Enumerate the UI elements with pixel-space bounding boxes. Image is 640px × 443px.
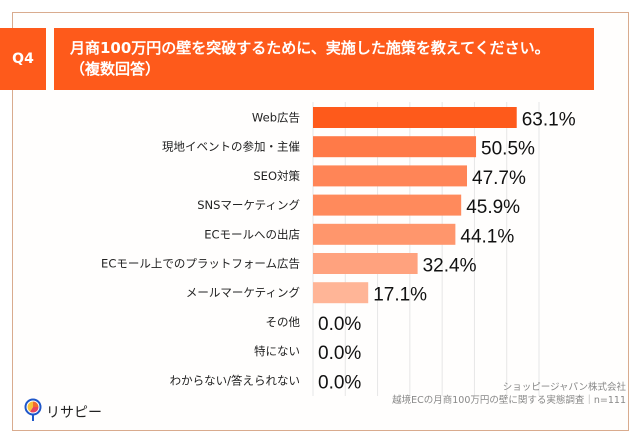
value-labels: 63.1% 50.5% 47.7% 45.9% 44.1% 32.4% 17.1% 0.0% 0… <box>318 110 576 394</box>
category-label: ECモール上でのプラットフォーム広告 <box>101 257 300 271</box>
value-label: 50.5% <box>481 139 535 160</box>
value-label: 0.0% <box>318 314 361 335</box>
category-label: わからない/答えられない <box>170 373 300 387</box>
value-label: 45.9% <box>466 197 520 218</box>
title-line-2: （複数回答） <box>70 60 161 78</box>
value-label: 44.1% <box>460 226 514 247</box>
title-line-1: 月商100万円の壁を突破するために、実施した施策を教えてください。 <box>70 39 550 57</box>
value-label: 47.7% <box>472 168 526 189</box>
bar <box>313 223 456 245</box>
bars <box>313 107 517 304</box>
bar <box>313 136 477 158</box>
category-label: メールマーケティング <box>186 286 301 300</box>
category-label: SNSマーケティング <box>197 198 300 212</box>
logo-text: リサピー <box>46 405 102 421</box>
category-label: その他 <box>266 315 301 329</box>
footnote-company: ショッピージャパン株式会社 <box>502 382 626 393</box>
value-label: 17.1% <box>373 285 427 306</box>
logo: リサピー <box>24 398 102 426</box>
category-label: SEO対策 <box>253 169 300 183</box>
footnote-survey: 越境ECの月商100万円の壁に関する実態調査｜n=111 <box>392 395 626 406</box>
value-label: 0.0% <box>318 372 361 393</box>
value-label: 63.1% <box>522 110 576 131</box>
footnote: ショッピージャパン株式会社 越境ECの月商100万円の壁に関する実態調査｜n=1… <box>392 381 626 407</box>
bar <box>313 282 369 304</box>
bar <box>313 165 468 187</box>
category-label: 特にない <box>254 344 300 358</box>
question-badge: Q4 <box>0 28 46 90</box>
bar <box>313 253 418 274</box>
pin-pie-chart-icon <box>24 398 42 426</box>
chart-title: 月商100万円の壁を突破するために、実施した施策を教えてください。 （複数回答） <box>54 28 594 90</box>
bar <box>313 107 517 128</box>
value-label: 0.0% <box>318 343 361 364</box>
bar <box>313 194 462 216</box>
category-label: ECモールへの出店 <box>204 227 300 241</box>
category-label: Web広告 <box>252 111 300 125</box>
value-label: 32.4% <box>423 256 477 277</box>
category-label: 現地イベントの参加・主催 <box>162 140 300 154</box>
